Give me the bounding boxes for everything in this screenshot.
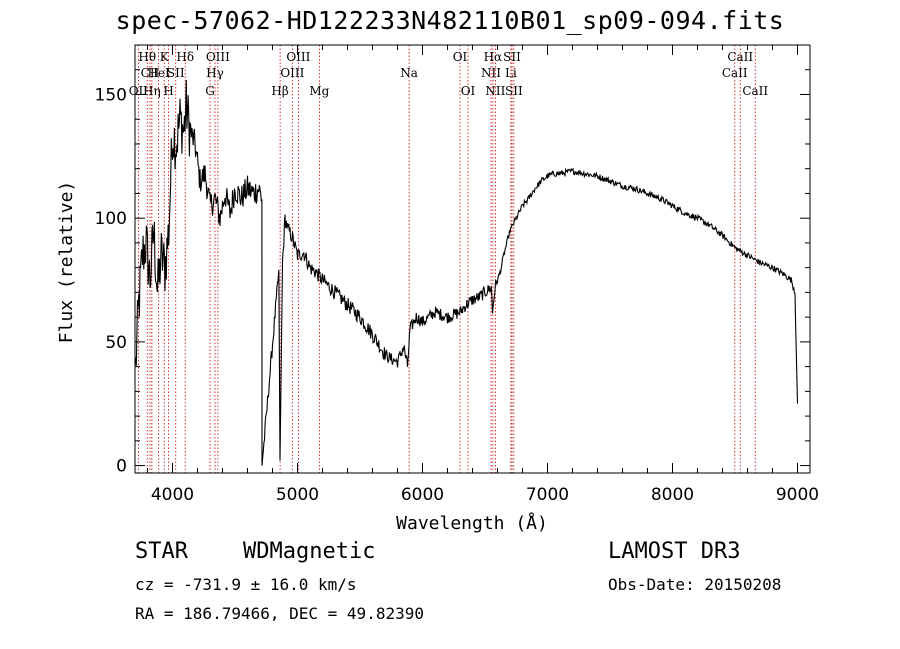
line-label-12: Hβ [271,84,288,98]
ra-dec-coordinates: RA = 186.79466, DEC = 49.82390 [135,604,424,623]
line-label-20: Hα [484,50,503,64]
emission-line-markers [137,45,756,473]
line-label-4: HeI [147,66,170,80]
line-label-10: Hγ [206,66,224,80]
line-label-11: OIII [206,50,230,64]
line-label-2: CII [141,66,160,80]
line-label-16: Na [400,66,418,80]
line-label-21: NII [485,84,505,98]
line-label-5: K [160,50,170,64]
chart-title: spec-57062-HD122233N482110B01_sp09-094.f… [115,6,785,35]
line-label-3: Hη [143,84,161,98]
line-label-18: OI [461,84,476,98]
emission-line-labels: OII Hθ CII Hη HeI K H SII Hδ G Hγ OIII Hβ OIII OIII Mg N… [129,50,769,98]
x-tick-label-7000: 7000 [526,485,569,505]
line-label-22: Li [505,66,517,80]
line-label-9: G [205,84,215,98]
line-label-19: NII [481,66,501,80]
y-axis-label: Flux (relative) [56,181,77,344]
line-label-23: SII [503,50,521,64]
y-tick-label-100: 100 [95,209,127,229]
line-label-1: Hθ [138,50,156,64]
y-tick-label-50: 50 [105,333,127,353]
observation-date: Obs-Date: 20150208 [608,575,782,594]
spectrum-series-line [135,79,799,466]
object-subclass: WDMagnetic [243,539,376,564]
survey-name: LAMOST DR3 [608,539,741,564]
x-axis-label: Wavelength (Å) [396,512,548,534]
line-label-6: H [163,84,173,98]
x-tick-label-6000: 6000 [401,485,444,505]
y-tick-label-150: 150 [95,85,127,105]
line-label-13: OIII [280,66,304,80]
line-label-14: OIII [286,50,310,64]
line-label-26: CaII [727,50,753,64]
line-label-7: SII [167,66,185,80]
x-tick-label-4000: 4000 [151,485,194,505]
line-label-15: Mg [309,84,329,98]
x-tick-label-5000: 5000 [276,485,319,505]
line-label-8: Hδ [176,50,194,64]
line-label-17: OI [453,50,468,64]
plot-frame [134,44,811,474]
x-tick-label-9000: 9000 [776,485,819,505]
line-label-0: OII [129,84,149,98]
line-label-25: CaII [722,66,748,80]
axis-ticks: 4000 5000 6000 7000 8000 9000 0 50 100 150 [95,45,819,505]
line-label-24: SII [505,84,523,98]
x-tick-label-8000: 8000 [651,485,694,505]
redshift-velocity: cz = -731.9 ± 16.0 km/s [135,575,357,594]
object-class: STAR [135,539,188,564]
line-label-27: CaII [742,84,768,98]
y-tick-label-0: 0 [116,457,127,477]
